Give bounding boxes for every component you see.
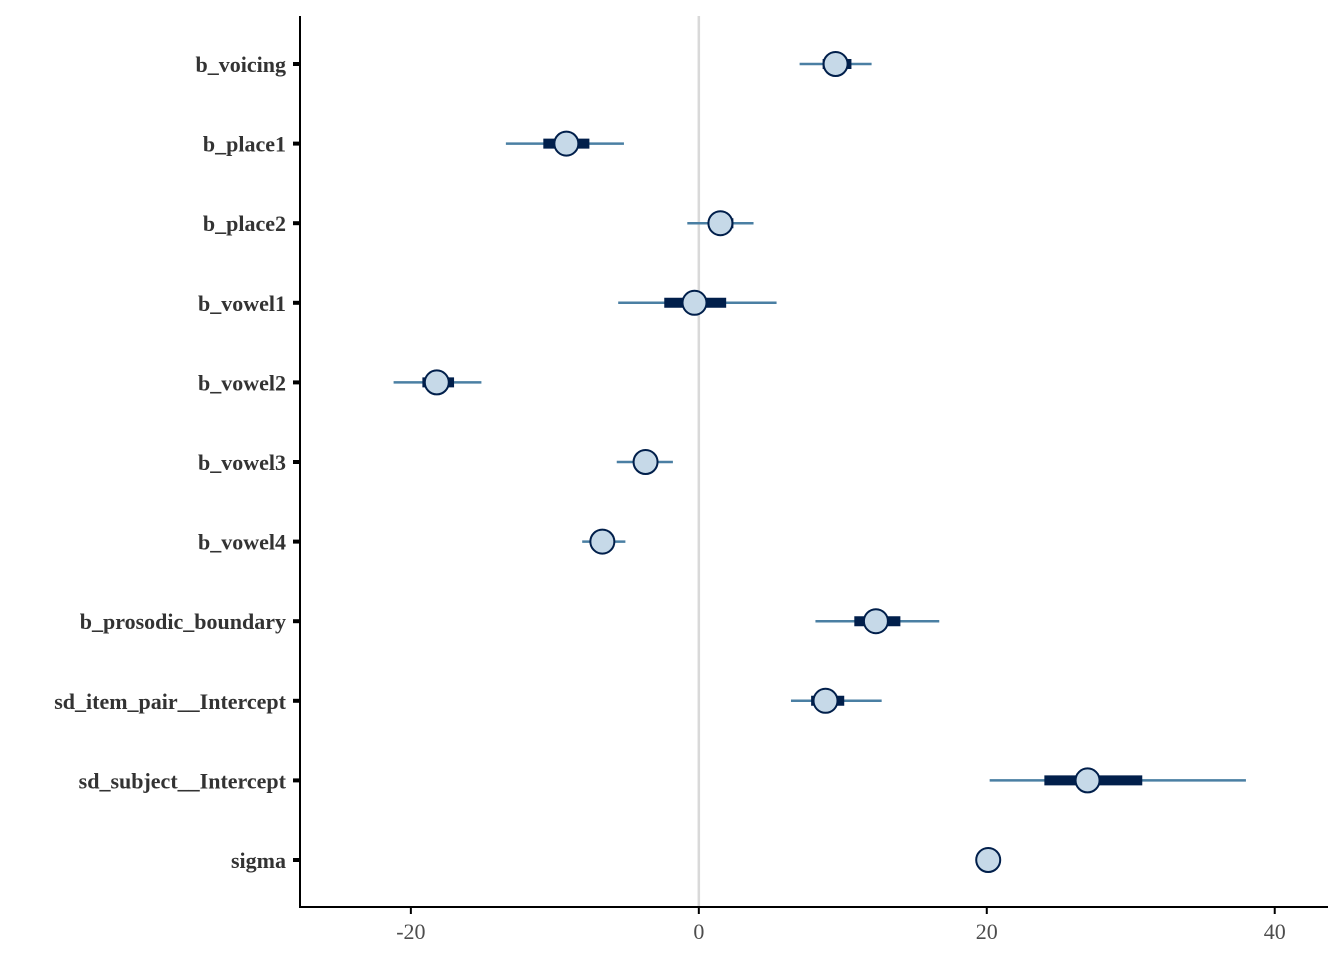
y-tick-label: b_voicing — [196, 52, 286, 77]
interval-marks — [393, 51, 1246, 873]
x-tick-label: 0 — [693, 919, 704, 944]
median-point — [822, 51, 849, 77]
y-tick-label: b_place1 — [203, 132, 286, 157]
y-tick-label: b_vowel2 — [198, 370, 286, 395]
median-point — [975, 847, 1002, 873]
y-tick-label: sd_item_pair__Intercept — [54, 689, 286, 714]
median-point — [423, 369, 450, 396]
y-tick-label: b_place2 — [203, 211, 286, 236]
x-tick-label: 20 — [976, 919, 998, 944]
y-tick-label: sd_subject__Intercept — [79, 768, 287, 793]
y-tick-label: b_vowel1 — [198, 291, 286, 316]
y-tick-label: sigma — [231, 848, 286, 873]
y-tick-label: b_prosodic_boundary — [80, 609, 286, 634]
median-point — [589, 528, 616, 555]
y-axis: b_voicing b_place1 b_place2 b_vowel1 b_vowel… — [54, 16, 301, 908]
median-point — [632, 449, 659, 475]
median-point — [707, 210, 734, 237]
y-tick-label: b_vowel3 — [198, 450, 286, 475]
median-point — [553, 130, 580, 157]
y-tick-label: b_vowel4 — [198, 530, 286, 555]
x-axis: -20 0 20 40 — [299, 906, 1328, 944]
median-point — [681, 289, 708, 316]
median-point — [1074, 767, 1101, 794]
median-point — [812, 687, 839, 714]
x-tick-label: -20 — [396, 919, 425, 944]
x-tick-label: 40 — [1264, 919, 1286, 944]
median-point — [862, 608, 889, 635]
